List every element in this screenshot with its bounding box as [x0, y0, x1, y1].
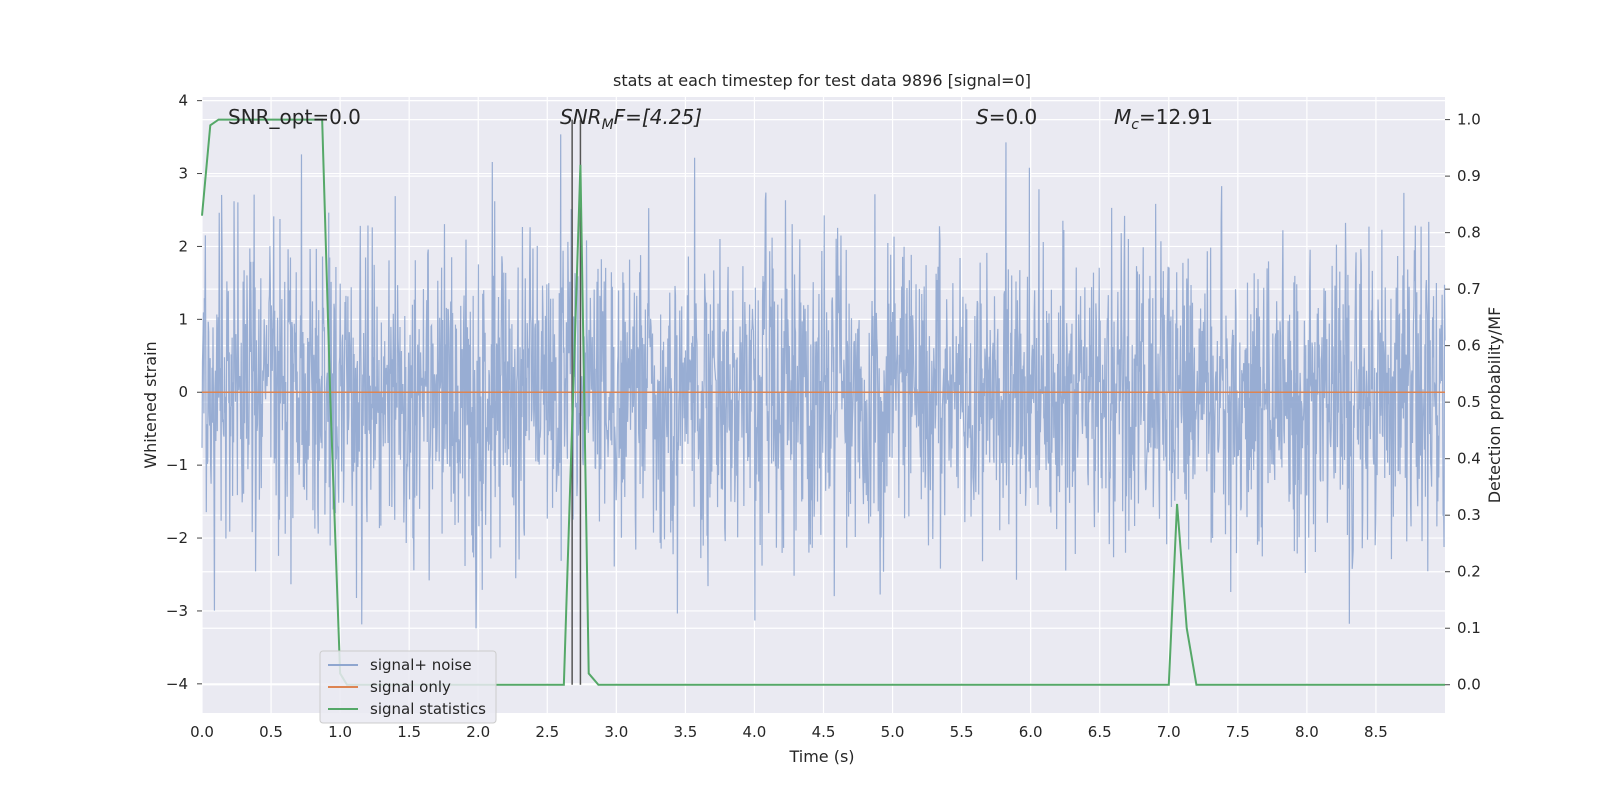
y-tick-label-left: 1: [178, 310, 188, 328]
annotation-snr-opt: SNR_opt=0.0: [228, 105, 361, 129]
y-tick-label-right: 0.3: [1457, 506, 1481, 524]
annotation-snr-mf-sub: M: [602, 117, 614, 133]
y-tick-label-left: −3: [166, 602, 188, 620]
x-tick-label: 6.0: [1019, 723, 1043, 741]
y-axis-label-left: Whitened strain: [141, 341, 160, 468]
y-tick-label-right: 0.7: [1457, 280, 1481, 298]
tick-labels: 0.0 0.5 1.0 1.5 2.0 2.5 3.0 3.5 4.0 4.5 5.0 5.5 6.0 6…: [166, 92, 1481, 741]
legend-label-noise: signal+ noise: [370, 656, 472, 674]
y-tick-label-right: 0.2: [1457, 563, 1481, 581]
y-tick-label-right: 0.9: [1457, 167, 1481, 185]
x-tick-label: 4.5: [812, 723, 836, 741]
x-tick-label: 8.0: [1295, 723, 1319, 741]
y-axis-label-right: Detection probability/MF: [1485, 307, 1504, 504]
x-tick-label: 1.0: [328, 723, 352, 741]
y-tick-label-right: 0.5: [1457, 393, 1481, 411]
annotation-s-symbol: S: [976, 105, 989, 129]
legend-label-statistics: signal statistics: [370, 700, 486, 718]
annotation-snr-mf: SNRMF=[4.25]: [560, 105, 702, 133]
series-signal-noise-line: [201, 134, 1446, 629]
y-tick-label-left: 0: [178, 383, 188, 401]
x-tick-label: 2.0: [466, 723, 490, 741]
x-tick-label: 1.5: [397, 723, 421, 741]
x-tick-label: 5.0: [881, 723, 905, 741]
annotation-snr-mf-main: SNR: [560, 105, 602, 129]
x-tick-label: 8.5: [1364, 723, 1388, 741]
y-tick-label-left: 2: [178, 237, 188, 255]
x-tick-label: 6.5: [1088, 723, 1112, 741]
y-tick-label-left: 3: [178, 165, 188, 183]
y-tick-label-left: 4: [178, 92, 188, 110]
annotation-mc: Mc=12.91: [1114, 105, 1213, 133]
y-tick-label-right: 0.8: [1457, 224, 1481, 242]
x-tick-label: 3.5: [673, 723, 697, 741]
annotation-s: S=0.0: [976, 105, 1037, 129]
noise-series: [201, 134, 1446, 629]
annotation-mc-sub: c: [1131, 117, 1139, 133]
y-tick-label-right: 0.1: [1457, 619, 1481, 637]
legend: signal+ noise signal only signal statist…: [319, 650, 497, 724]
y-tick-label-left: −2: [166, 529, 188, 547]
y-tick-label-left: −4: [166, 675, 188, 693]
x-tick-label: 2.5: [535, 723, 559, 741]
y-tick-label-right: 0.4: [1457, 450, 1481, 468]
x-tick-label: 4.0: [743, 723, 767, 741]
annotation-mc-value: =12.91: [1139, 105, 1213, 129]
y-tick-label-right: 1.0: [1457, 111, 1481, 129]
annotation-snr-mf-rest: F=[4.25]: [614, 105, 702, 129]
annotation-s-value: =0.0: [989, 105, 1038, 129]
legend-label-signal: signal only: [370, 678, 451, 696]
y-tick-label-right: 0.0: [1457, 676, 1481, 694]
legend-box: [319, 650, 497, 724]
x-tick-label: 3.0: [604, 723, 628, 741]
x-tick-label: 0.5: [259, 723, 283, 741]
y-tick-label-right: 0.6: [1457, 337, 1481, 355]
x-tick-label: 7.0: [1157, 723, 1181, 741]
annotation-mc-main: M: [1114, 105, 1131, 129]
x-tick-label: 5.5: [950, 723, 974, 741]
x-axis-label: Time (s): [788, 747, 854, 766]
x-tick-label: 7.5: [1226, 723, 1250, 741]
x-tick-label: 0.0: [190, 723, 214, 741]
y-tick-label-left: −1: [166, 456, 188, 474]
chart-title: stats at each timestep for test data 989…: [613, 71, 1031, 90]
